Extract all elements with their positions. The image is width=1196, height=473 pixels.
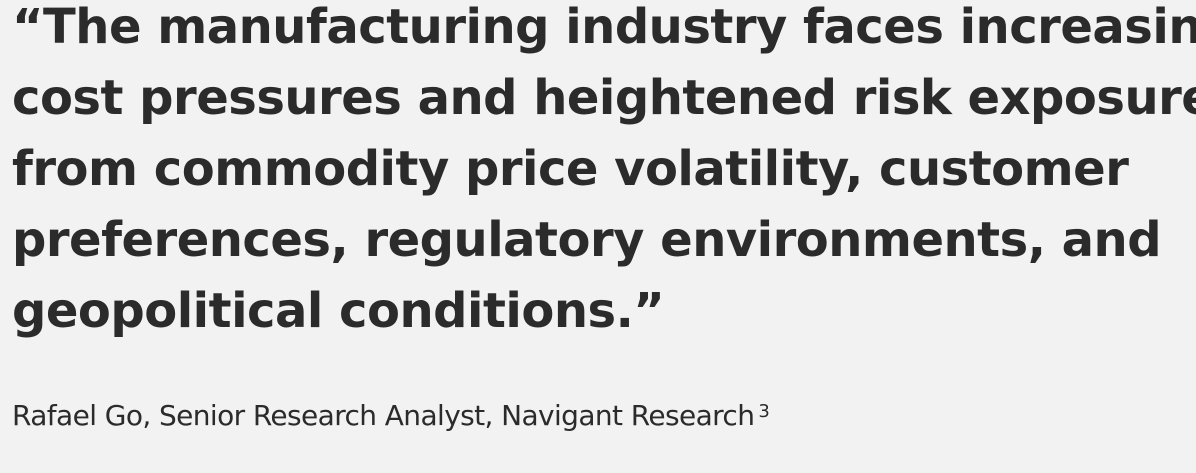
attribution: Rafael Go, Senior Research Analyst, Navi… <box>12 399 755 432</box>
footnote: 3 <box>758 401 770 422</box>
quote-line: “The manufacturing industry faces increa… <box>12 0 1196 55</box>
quote: “The manufacturing industry faces increa… <box>12 0 1196 347</box>
quote-line: from commodity price volatility, custome… <box>12 141 1129 197</box>
attribution-block: Rafael Go, Senior Research Analyst, Navi… <box>12 392 770 436</box>
quote-line: geopolitical conditions.” <box>12 283 665 339</box>
quote-line: preferences, regulatory environments, an… <box>12 212 1162 268</box>
quote-line: cost pressures and heightened risk expos… <box>12 70 1196 126</box>
